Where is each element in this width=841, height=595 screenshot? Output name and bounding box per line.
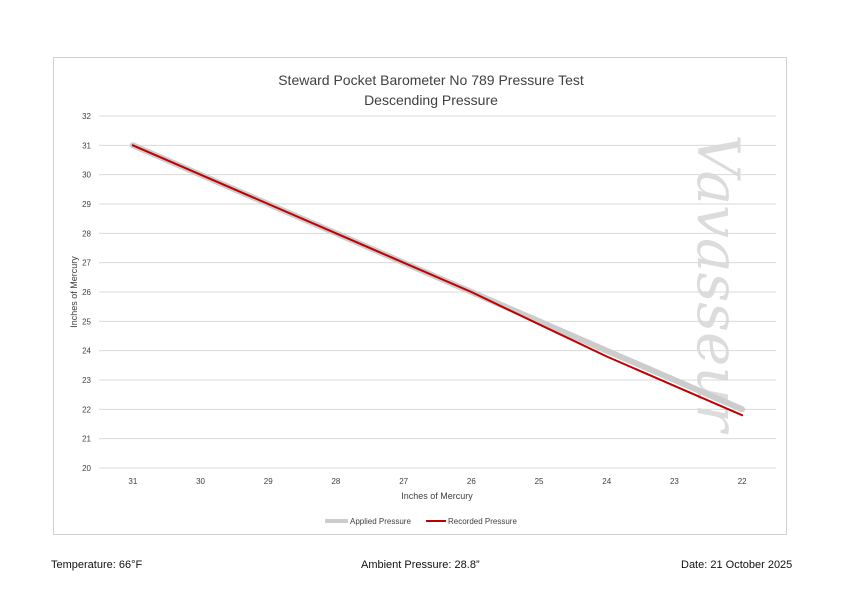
legend: Applied Pressure Recorded Pressure [325,517,517,526]
series-line-recorded-pressure [131,144,744,417]
x-tick-label: 28 [331,477,340,486]
y-tick-label: 30 [82,171,91,180]
x-axis-label: Inches of Mercury [401,491,473,501]
y-tick-label: 24 [82,347,91,356]
y-tick-label: 20 [82,464,91,473]
x-tick-label: 31 [128,477,137,486]
y-axis-ticks: 20 21 22 23 24 25 26 27 28 29 30 31 32 [82,112,91,473]
y-tick-label: 26 [82,288,91,297]
x-tick-label: 26 [467,477,476,486]
y-tick-label: 29 [82,200,91,209]
x-tick-label: 29 [264,477,273,486]
y-axis-label: Inches of Mercury [69,256,79,328]
x-tick-label: 25 [535,477,544,486]
chart-title: Steward Pocket Barometer No 789 Pressure… [278,72,584,88]
watermark-signature: Vavasseur [684,134,752,435]
y-tick-label: 32 [82,112,91,121]
legend-label-recorded: Recorded Pressure [448,517,517,526]
y-tick-label: 27 [82,259,91,268]
series-lines [129,142,746,417]
y-tick-label: 28 [82,229,91,238]
y-tick-label: 25 [82,317,91,326]
footer-ambient-pressure: Ambient Pressure: 28.8” [361,559,480,571]
legend-label-applied: Applied Pressure [350,517,411,526]
chart-frame [53,57,787,535]
x-axis-ticks: 31 30 29 28 27 26 25 24 23 22 [128,477,747,486]
footer-temperature: Temperature: 66°F [51,559,143,571]
y-tick-label: 22 [82,405,91,414]
x-tick-label: 24 [602,477,611,486]
x-tick-label: 22 [738,477,747,486]
x-tick-label: 27 [399,477,408,486]
y-tick-label: 21 [82,435,91,444]
y-tick-label: 23 [82,376,91,385]
gridlines [99,115,776,469]
y-tick-label: 31 [82,141,91,150]
x-tick-label: 23 [670,477,679,486]
footer-date: Date: 21 October 2025 [681,559,793,571]
x-tick-label: 30 [196,477,205,486]
chart-subtitle: Descending Pressure [364,92,498,108]
